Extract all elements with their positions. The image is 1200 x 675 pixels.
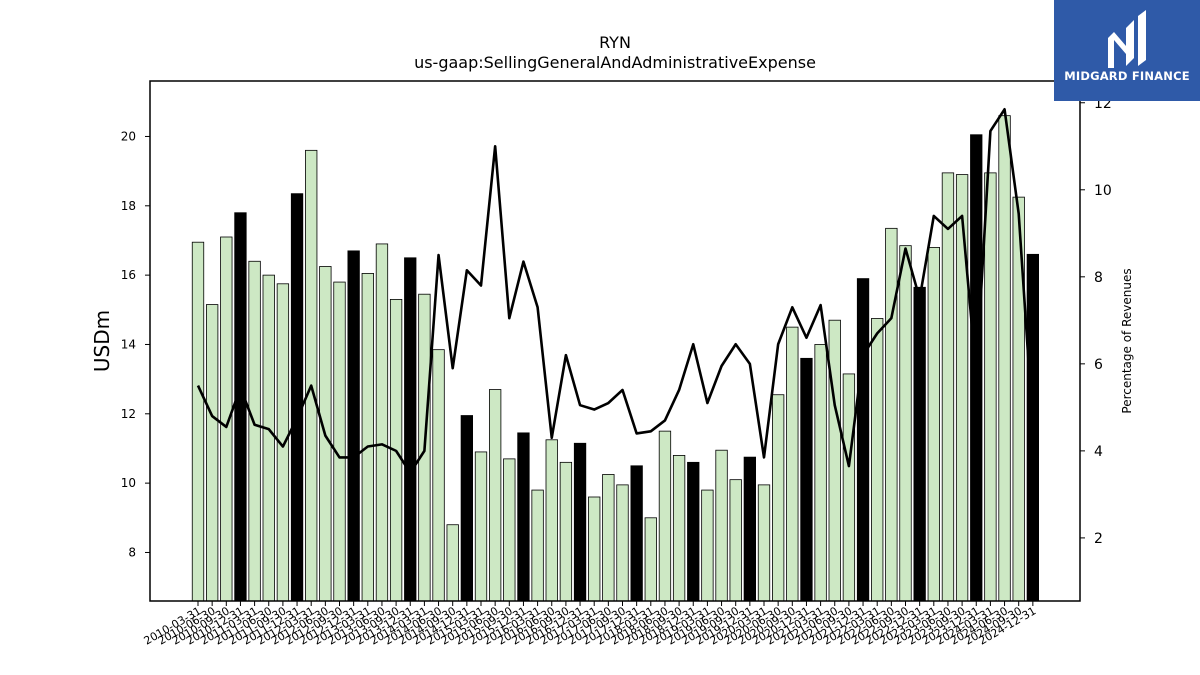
bar-2022-03-31	[871, 318, 884, 602]
bar-2017-03-31	[588, 496, 601, 602]
y-tick-label: 16	[121, 268, 136, 282]
bar-2012-09-30	[333, 281, 346, 602]
bar-2015-06-30	[488, 389, 502, 602]
logo-mark-icon	[1108, 10, 1146, 68]
logo-text: MIDGARD FINANCE	[1064, 69, 1190, 83]
bar-2015-09-30	[503, 458, 516, 602]
y-axis-label: USDm	[90, 310, 114, 372]
bar-2022-06-30	[885, 227, 898, 602]
bar-2016-03-31	[531, 489, 544, 602]
y-tick-label: 10	[121, 476, 136, 490]
bar-2012-03-31	[305, 149, 318, 602]
bar-2016-09-30	[559, 461, 573, 602]
bar-2013-03-31	[361, 272, 374, 602]
bar-2010-06-30	[205, 304, 219, 602]
bar-2019-12-31	[743, 456, 756, 602]
bar-2014-09-30	[446, 524, 459, 602]
percentage-line	[196, 107, 1035, 474]
bar-2021-06-30	[828, 319, 841, 602]
bar-2020-12-31	[800, 357, 813, 602]
bar-2018-09-30	[672, 454, 686, 602]
bar-2010-03-31	[191, 241, 205, 602]
bar-2013-06-30	[375, 243, 389, 602]
bar-series	[191, 115, 1039, 602]
bar-2016-12-31	[573, 442, 587, 602]
y-tick-label: 12	[121, 407, 136, 421]
y2-axis-label: Percentage of Revenues	[1120, 268, 1134, 413]
bar-2021-03-31	[814, 344, 827, 602]
bar-2015-12-31	[517, 432, 530, 602]
bar-2024-12-31	[1026, 253, 1039, 602]
bar-2020-09-30	[786, 326, 799, 602]
y2-tick-label: 10	[1094, 183, 1112, 199]
bar-2013-12-31	[404, 257, 417, 602]
y2-tick-label: 8	[1094, 270, 1103, 286]
left-axis-ticks: 8 10 12 14 16 18 20	[121, 129, 150, 559]
bar-2024-03-31	[984, 172, 997, 602]
bar-2017-06-30	[602, 474, 615, 602]
bar-2019-03-31	[701, 489, 714, 602]
bar-2012-12-31	[347, 250, 360, 602]
bar-2020-03-31	[757, 484, 771, 602]
chart-subtitle: us-gaap:SellingGeneralAndAdministrativeE…	[414, 53, 816, 72]
bar-2020-06-30	[772, 394, 785, 602]
y-tick-label: 14	[121, 337, 136, 351]
chart-title: RYN	[599, 33, 631, 52]
bar-2010-12-31	[234, 212, 247, 602]
y-tick-label: 20	[121, 129, 136, 143]
bar-2011-12-31	[290, 193, 304, 602]
y-tick-label: 8	[128, 545, 136, 559]
plot-frame	[149, 80, 1081, 602]
bar-2014-06-30	[432, 349, 445, 602]
bar-2011-03-31	[248, 260, 261, 602]
bar-2023-09-30	[955, 174, 969, 602]
bar-2017-09-30	[616, 484, 629, 602]
bar-2017-12-31	[630, 465, 643, 602]
bar-2014-12-31	[460, 415, 474, 602]
bar-2018-03-31	[644, 517, 657, 602]
bar-2021-09-30	[842, 373, 856, 602]
bar-2023-06-30	[941, 172, 955, 602]
x-axis-ticks: 2010-03-312010-06-302010-09-302010-12-31…	[142, 601, 1038, 648]
bar-2016-06-30	[545, 439, 558, 602]
bar-2022-12-31	[913, 286, 926, 602]
bar-2019-06-30	[715, 449, 728, 602]
y-tick-label: 18	[121, 199, 136, 213]
bar-2019-09-30	[729, 479, 742, 602]
line-series	[196, 107, 1035, 474]
brand-logo: MIDGARD FINANCE	[1054, 0, 1200, 101]
bar-2021-12-31	[856, 278, 870, 602]
y2-tick-label: 2	[1094, 531, 1103, 547]
bar-2018-06-30	[658, 430, 672, 602]
bar-2024-06-30	[998, 115, 1011, 602]
y2-tick-label: 6	[1094, 357, 1103, 373]
bar-2011-06-30	[262, 274, 275, 602]
y2-tick-label: 4	[1094, 444, 1103, 460]
bar-2015-03-31	[474, 451, 488, 602]
bar-2018-12-31	[687, 461, 700, 602]
bar-2022-09-30	[899, 245, 912, 602]
bar-2023-03-31	[927, 246, 940, 602]
